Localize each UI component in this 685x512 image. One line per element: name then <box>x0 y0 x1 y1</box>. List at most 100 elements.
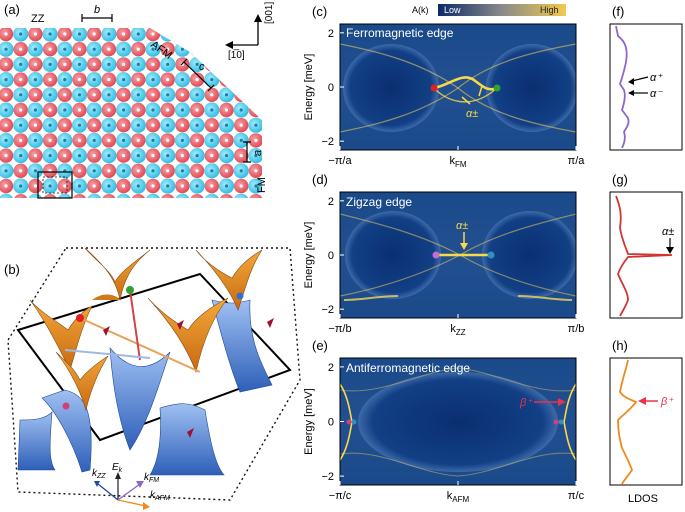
atom-core <box>136 184 140 188</box>
atom-core <box>92 93 96 97</box>
b-bracket <box>81 14 113 22</box>
ldos-f-ann1: α⁺ <box>650 72 663 84</box>
atom-core <box>151 62 155 66</box>
panel-label-g: (g) <box>612 172 628 187</box>
atom-red <box>263 57 277 71</box>
atom-blue <box>86 193 102 198</box>
atom-core <box>19 62 23 66</box>
atom-core <box>136 47 140 51</box>
ldos-g-curve <box>615 195 673 317</box>
atom-core <box>166 169 170 173</box>
ldos-g-ann1: α± <box>662 226 674 238</box>
atom-core <box>33 184 38 188</box>
atom-blue <box>233 72 249 88</box>
atom-core <box>210 93 214 97</box>
atom-blue <box>248 87 262 103</box>
atom-core <box>269 63 272 66</box>
atom-core <box>210 138 214 142</box>
ytick-d-2: −2 <box>321 304 334 316</box>
atom-core <box>107 169 111 173</box>
atom-core <box>77 47 82 51</box>
atom-red <box>263 148 277 162</box>
atom-core <box>34 200 37 203</box>
atom-blue <box>0 193 14 198</box>
atom-core <box>107 138 111 142</box>
atom-core <box>180 32 184 36</box>
panel-e-title: Antiferromagnetic edge <box>346 361 470 375</box>
colorbar-low: Low <box>444 5 461 15</box>
atom-core <box>136 93 140 97</box>
atom-core <box>239 32 243 36</box>
atom-red <box>248 42 262 57</box>
c-label: c <box>199 61 205 73</box>
ytick-d-0: 2 <box>328 196 334 208</box>
atom-core <box>77 154 82 158</box>
atom-core <box>195 78 199 82</box>
atom-core <box>254 108 258 112</box>
panel-d-title: Zigzag edge <box>346 195 412 209</box>
atom-core <box>225 200 228 203</box>
atom-blue <box>263 102 278 117</box>
atom-core <box>181 200 184 203</box>
atom-core <box>254 138 258 142</box>
atom-core <box>4 108 8 112</box>
atom-core <box>122 154 126 158</box>
atom-core <box>224 184 229 188</box>
atom-core <box>210 108 214 112</box>
atom-core <box>63 184 67 188</box>
ytick-c-0: 2 <box>328 28 334 40</box>
atom-core <box>33 169 38 173</box>
atom-core <box>195 123 199 127</box>
ldos-f-ann2: α⁻ <box>650 88 663 100</box>
atom-core <box>107 47 111 51</box>
atom-core <box>239 169 243 173</box>
atom-core <box>33 62 38 66</box>
atom-core <box>122 123 126 127</box>
atom-red <box>131 194 146 198</box>
atom-blue <box>116 193 132 198</box>
atom-core <box>269 32 272 35</box>
colorbar-gradient <box>438 4 566 16</box>
atom-core <box>180 154 184 158</box>
atom-core <box>4 169 8 173</box>
atom-core <box>239 78 243 82</box>
atom-core <box>196 200 199 203</box>
atom-core <box>180 108 184 112</box>
atom-core <box>19 169 23 173</box>
atom-red <box>189 194 205 198</box>
atom-core <box>195 169 199 173</box>
atom-blue <box>27 193 44 198</box>
atom-core <box>48 32 52 36</box>
atom-core <box>224 108 229 112</box>
atom-core <box>92 154 96 158</box>
atom-core <box>92 169 96 173</box>
atom-core <box>19 154 23 158</box>
atom-red <box>204 28 220 42</box>
atom-core <box>166 200 169 203</box>
atom-core <box>19 47 23 51</box>
axis-ek: Ek <box>112 462 123 474</box>
atom-core <box>77 93 82 97</box>
ylabel-c: Energy [meV] <box>303 54 315 121</box>
atom-core <box>92 123 96 127</box>
atom-red <box>248 72 262 87</box>
atom-core <box>107 78 111 82</box>
atom-core <box>48 78 52 82</box>
atom-core <box>136 138 140 142</box>
atom-core <box>63 47 67 51</box>
c-bracket <box>183 61 212 89</box>
upper-cones <box>29 247 263 412</box>
atom-core <box>92 78 96 82</box>
atom-core <box>4 184 8 188</box>
ldos-h-ann1: β⁺ <box>660 396 674 408</box>
atom-core <box>107 184 111 188</box>
ytick-c-1: 0 <box>328 82 334 94</box>
atom-core <box>33 154 38 158</box>
atom-core <box>107 62 111 66</box>
atom-core <box>107 32 111 36</box>
atom-blue <box>263 194 278 209</box>
atom-core <box>269 169 272 172</box>
atom-core <box>224 123 229 127</box>
atom-core <box>63 200 66 203</box>
panel-label-e: (e) <box>312 338 328 353</box>
